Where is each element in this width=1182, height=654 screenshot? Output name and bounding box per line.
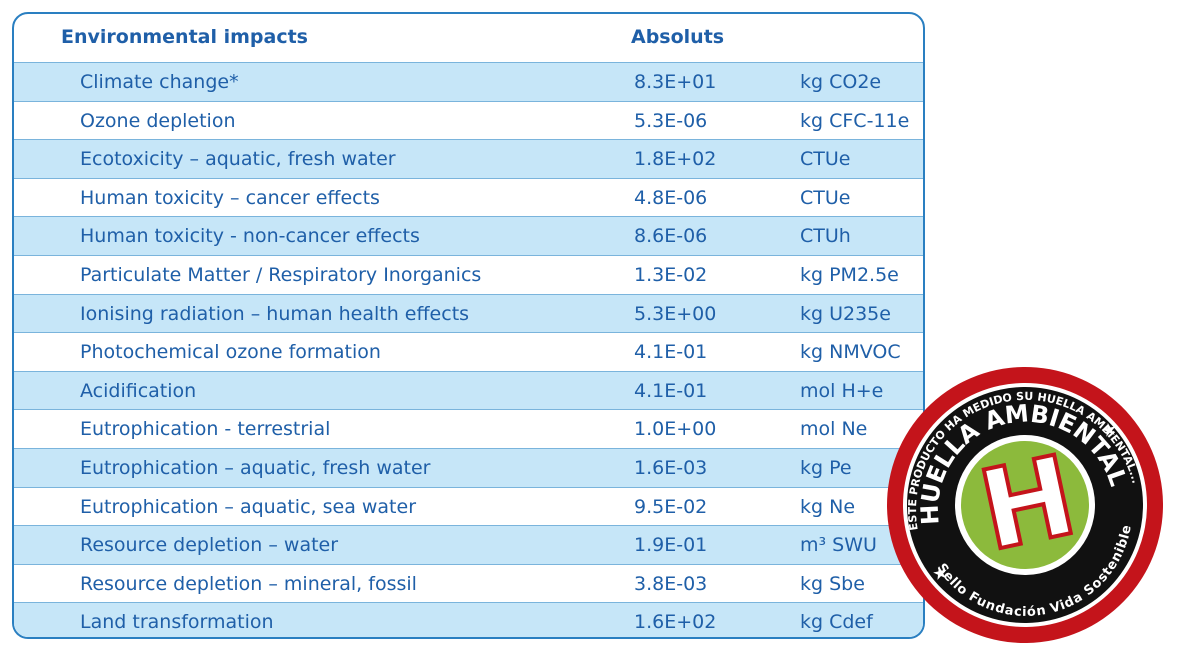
impact-unit: CTUe: [800, 148, 851, 171]
impact-unit: kg Pe: [800, 457, 852, 479]
impact-value: 1.9E-01: [634, 534, 708, 557]
impact-name: Resource depletion – water: [80, 534, 339, 557]
impact-name: Human toxicity – cancer effects: [80, 186, 380, 209]
impact-unit: kg Sbe: [800, 572, 865, 595]
impact-name: Resource depletion – mineral, fossil: [80, 572, 417, 595]
impact-name: Eutrophication - terrestrial: [80, 418, 331, 441]
table-row: Resource depletion – water 1.9E-01 m³ SWU: [14, 525, 923, 564]
impact-value: 8.3E+01: [634, 71, 717, 93]
impact-unit: kg PM2.5e: [800, 264, 899, 286]
table-row: Acidification 4.1E-01 mol H+e: [14, 370, 923, 410]
impact-unit: kg Ne: [800, 495, 856, 518]
impact-value: 1.3E-02: [634, 264, 708, 286]
impact-unit: kg U235e: [800, 302, 891, 325]
impact-value: 1.6E+02: [634, 611, 717, 634]
impact-name: Ecotoxicity – aquatic, fresh water: [80, 148, 396, 171]
table-row: Climate change* 8.3E+01 kg CO2e: [14, 62, 923, 101]
impact-unit: kg CFC-11e: [800, 109, 910, 132]
impact-unit: CTUe: [800, 186, 851, 209]
header-absoluts: Absoluts: [631, 26, 725, 48]
impact-name: Photochemical ozone formation: [80, 341, 381, 364]
impact-value: 4.8E-06: [634, 186, 708, 209]
impact-name: Ozone depletion: [80, 109, 236, 132]
table-row: Eutrophication – aquatic, sea water 9.5E-…: [14, 486, 923, 526]
impact-value: 8.6E-06: [634, 225, 708, 248]
impact-name: Human toxicity - non-cancer effects: [80, 225, 420, 248]
impact-unit: kg Cdef: [800, 611, 873, 634]
impact-name: Land transformation: [80, 611, 274, 634]
impact-name: Acidification: [80, 379, 197, 402]
impact-value: 9.5E-02: [634, 495, 708, 518]
impact-name: Eutrophication – aquatic, fresh water: [80, 457, 431, 479]
impact-value: 1.0E+00: [634, 418, 717, 441]
table-row: Ecotoxicity – aquatic, fresh water 1.8E+0…: [14, 139, 923, 178]
impact-value: 1.8E+02: [634, 148, 717, 171]
table-row: Ionising radiation – human health effect…: [14, 293, 923, 333]
impact-name: Climate change*: [80, 71, 239, 93]
impact-unit: mol Ne: [800, 418, 868, 441]
impact-unit: kg NMVOC: [800, 341, 901, 364]
impact-name: Eutrophication – aquatic, sea water: [80, 495, 417, 518]
table-row: Eutrophication - terrestrial 1.0E+00 mol N…: [14, 409, 923, 448]
table-row: Particulate Matter / Respiratory Inorgan…: [14, 255, 923, 294]
impact-name: Ionising radiation – human health effect…: [80, 302, 470, 325]
impact-value: 4.1E-01: [634, 341, 708, 364]
impact-unit: kg CO2e: [800, 71, 882, 93]
impact-value: 5.3E+00: [634, 302, 717, 325]
impact-value: 1.6E-03: [634, 457, 708, 479]
impact-unit: CTUh: [800, 225, 851, 248]
table-row: Human toxicity - non-cancer effects 8.6E-…: [14, 216, 923, 255]
star: ★: [1099, 418, 1119, 442]
table-row: Ozone depletion 5.3E-06 kg CFC-11e: [14, 100, 923, 140]
impacts-table: Environmental impacts Absoluts Climate c…: [12, 12, 925, 639]
impact-value: 5.3E-06: [634, 109, 708, 132]
badge: ESTE PRODUCTO HA MEDIDO SU HUELLA AMBIEN…: [884, 367, 1163, 643]
table-row: Eutrophication – aquatic, fresh water 1.6…: [14, 448, 923, 487]
impact-unit: mol H+e: [800, 379, 884, 402]
impact-value: 3.8E-03: [634, 572, 708, 595]
impact-name: Particulate Matter / Respiratory Inorgan…: [80, 264, 482, 286]
table-row: Resource depletion – mineral, fossil 3.8E…: [14, 563, 923, 603]
star: ★: [930, 562, 950, 586]
table-row: Human toxicity – cancer effects 4.8E-06 CT…: [14, 177, 923, 217]
impact-unit: m³ SWU: [800, 534, 877, 557]
impact-value: 4.1E-01: [634, 379, 708, 402]
header-impacts: Environmental impacts: [61, 26, 308, 48]
table-row: Photochemical ozone formation 4.1E-01 kg N…: [14, 332, 923, 371]
table-row: Land transformation 1.6E+02 kg Cdef: [14, 602, 923, 637]
